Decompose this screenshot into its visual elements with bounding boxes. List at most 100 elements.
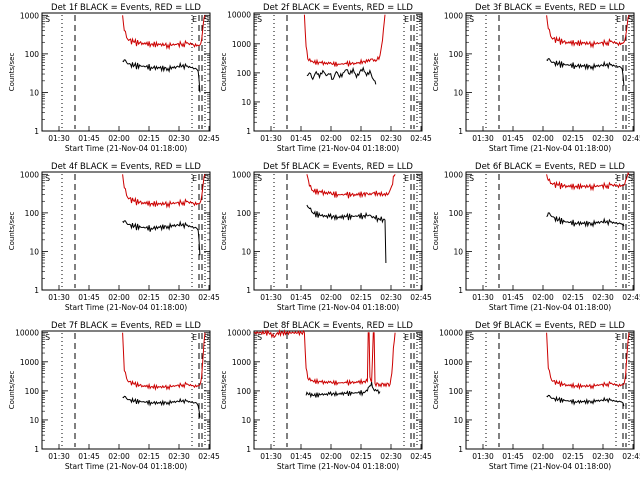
event-marker: E	[404, 174, 409, 183]
y-tick-label: 1	[34, 445, 39, 454]
y-tick-label: 100	[237, 387, 252, 396]
y-tick-label: 10	[29, 247, 39, 256]
event-marker: S	[628, 333, 633, 342]
y-tick-label: 100	[237, 69, 252, 78]
event-marker: S	[204, 15, 209, 24]
x-tick-label: 01:45	[78, 293, 100, 302]
x-tick-label: 02:15	[350, 452, 372, 461]
x-tick-label: 01:30	[48, 452, 70, 461]
chart-panel-6: Det 6f BLACK = Events, RED = LLD 1 10 100 10…	[432, 162, 640, 312]
x-axis-label: Start Time (21-Nov-04 01:18:00)	[277, 462, 399, 471]
y-tick-label: 10	[241, 247, 251, 256]
x-tick-label: 01:30	[260, 452, 282, 461]
chart-panel-4: Det 4f BLACK = Events, RED = LLD 1 10 100 10…	[8, 162, 220, 312]
chart-panel-5: Det 5f BLACK = Events, RED = LLD 1 10 100 10…	[220, 162, 432, 312]
x-tick-label: 01:45	[78, 452, 100, 461]
x-tick-label: 02:00	[532, 293, 554, 302]
chart-panel-8: Det 8f BLACK = Events, RED = LLD 1 10 100 10…	[220, 321, 432, 471]
x-tick-label: 01:45	[290, 134, 312, 143]
y-tick-label: 1	[458, 445, 463, 454]
event-marker: E	[192, 333, 197, 342]
x-tick-label: 02:00	[320, 452, 342, 461]
y-tick-label: 100	[449, 387, 464, 396]
y-tick-label: 10000	[15, 329, 39, 338]
x-axis-label: Start Time (21-Nov-04 01:18:00)	[489, 303, 611, 312]
y-tick-label: 100	[25, 387, 40, 396]
y-tick-label: 10	[453, 416, 463, 425]
chart-panel-1: Det 1f BLACK = Events, RED = LLD 1 10 100 10…	[8, 3, 220, 153]
event-marker: S	[416, 333, 421, 342]
event-marker: S	[469, 333, 474, 342]
x-tick-label: 02:15	[138, 452, 160, 461]
series-events-line	[306, 66, 377, 85]
x-axis-label: Start Time (21-Nov-04 01:18:00)	[277, 144, 399, 153]
x-tick-label: 02:45	[198, 452, 220, 461]
x-tick-label: 02:45	[622, 134, 640, 143]
chart-title: Det 1f BLACK = Events, RED = LLD	[51, 3, 201, 13]
x-tick-label: 01:30	[472, 452, 494, 461]
x-axis-label: Start Time (21-Nov-04 01:18:00)	[65, 144, 187, 153]
y-tick-label: 10	[453, 247, 463, 256]
event-marker: S	[204, 333, 209, 342]
series-lld-line	[546, 332, 630, 391]
y-tick-label: 1	[246, 286, 251, 295]
y-tick-label: 100	[237, 209, 252, 218]
series-events-line	[122, 220, 201, 256]
y-tick-label: 10000	[439, 329, 463, 338]
y-axis-label: Counts/sec	[220, 371, 228, 410]
y-axis-label: Counts/sec	[432, 371, 440, 410]
y-tick-label: 1000	[444, 170, 463, 179]
x-axis-label: Start Time (21-Nov-04 01:18:00)	[489, 462, 611, 471]
series-lld-line	[303, 14, 386, 68]
x-tick-label: 02:30	[380, 293, 402, 302]
event-marker: S	[628, 174, 633, 183]
y-axis-label: Counts/sec	[220, 53, 228, 92]
x-tick-label: 02:00	[108, 293, 130, 302]
x-tick-label: 02:45	[410, 134, 432, 143]
series-lld-line	[546, 15, 630, 49]
x-axis-label: Start Time (21-Nov-04 01:18:00)	[489, 144, 611, 153]
chart-title: Det 2f BLACK = Events, RED = LLD	[263, 3, 413, 13]
x-tick-label: 01:45	[502, 293, 524, 302]
y-tick-label: 1	[458, 127, 463, 136]
y-tick-label: 1000	[20, 358, 39, 367]
event-marker: E	[192, 15, 197, 24]
event-marker: S	[257, 333, 262, 342]
x-tick-label: 01:30	[260, 293, 282, 302]
plot-frame	[465, 330, 635, 450]
y-tick-label: 1	[458, 286, 463, 295]
plot-frame	[41, 330, 211, 450]
event-marker: E	[616, 333, 621, 342]
event-marker: S	[257, 15, 262, 24]
series-lld-line	[253, 329, 396, 388]
event-marker: S	[416, 174, 421, 183]
x-tick-label: 01:30	[48, 293, 70, 302]
y-tick-label: 100	[449, 209, 464, 218]
y-axis-label: Counts/sec	[432, 212, 440, 251]
series-events-line	[122, 59, 201, 93]
x-tick-label: 01:30	[48, 134, 70, 143]
y-tick-label: 10	[453, 88, 463, 97]
y-axis-label: Counts/sec	[8, 53, 16, 92]
x-tick-label: 02:00	[320, 293, 342, 302]
x-tick-label: 02:30	[168, 134, 190, 143]
y-axis-label: Counts/sec	[8, 212, 16, 251]
y-tick-label: 1000	[444, 11, 463, 20]
chart-panel-7: Det 7f BLACK = Events, RED = LLD 1 10 100 10…	[8, 321, 220, 471]
x-tick-label: 02:30	[592, 293, 614, 302]
x-tick-label: 02:00	[532, 134, 554, 143]
series-events-line	[546, 394, 625, 407]
x-tick-label: 01:45	[502, 134, 524, 143]
x-tick-label: 02:15	[138, 134, 160, 143]
plot-frame	[465, 12, 635, 132]
event-marker: E	[404, 333, 409, 342]
y-axis-label: Counts/sec	[432, 53, 440, 92]
event-marker: S	[45, 174, 50, 183]
x-tick-label: 02:45	[622, 293, 640, 302]
x-tick-label: 02:00	[108, 452, 130, 461]
y-tick-label: 10	[241, 416, 251, 425]
x-tick-label: 01:45	[502, 452, 524, 461]
event-marker: E	[616, 174, 621, 183]
y-tick-label: 1000	[444, 358, 463, 367]
